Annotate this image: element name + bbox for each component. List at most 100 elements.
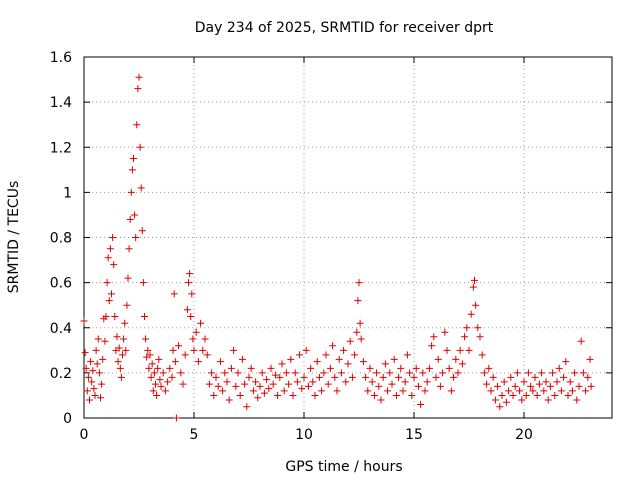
data-point xyxy=(126,215,134,223)
data-point xyxy=(137,184,145,192)
data-point xyxy=(291,369,299,377)
data-point xyxy=(573,396,581,404)
data-point xyxy=(452,355,460,363)
data-point xyxy=(331,373,339,381)
y-tick-label: 0 xyxy=(63,411,72,427)
data-point xyxy=(587,382,595,390)
data-point xyxy=(326,364,334,372)
x-tick-label: 5 xyxy=(190,427,199,443)
data-point xyxy=(388,380,396,388)
data-point xyxy=(114,358,122,366)
data-point xyxy=(354,297,362,305)
data-point xyxy=(150,369,158,377)
data-point xyxy=(441,328,449,336)
data-point xyxy=(450,373,458,381)
data-point xyxy=(467,310,475,318)
data-point xyxy=(421,387,429,395)
data-point xyxy=(518,396,526,404)
data-point xyxy=(145,364,153,372)
data-point xyxy=(311,391,319,399)
data-point xyxy=(313,358,321,366)
data-point xyxy=(412,364,420,372)
data-point xyxy=(154,364,162,372)
data-point xyxy=(149,387,157,395)
data-point xyxy=(108,290,115,298)
data-point xyxy=(399,387,407,395)
data-point xyxy=(491,396,499,404)
data-point xyxy=(157,382,165,390)
data-point xyxy=(103,279,111,287)
data-point xyxy=(148,360,156,368)
data-point xyxy=(553,378,561,386)
data-point xyxy=(83,387,91,395)
data-point xyxy=(344,360,352,368)
data-point xyxy=(192,328,200,336)
data-point xyxy=(289,391,297,399)
data-point xyxy=(348,373,356,381)
data-point xyxy=(269,380,277,388)
data-point xyxy=(377,396,385,404)
data-point xyxy=(513,369,521,377)
data-point xyxy=(478,351,486,359)
data-point xyxy=(203,351,211,359)
x-tick-label: 10 xyxy=(295,427,313,443)
data-point xyxy=(340,346,348,354)
data-point xyxy=(557,387,565,395)
data-point xyxy=(480,369,488,377)
data-point xyxy=(205,380,213,388)
data-point xyxy=(243,403,251,411)
data-point xyxy=(214,382,222,390)
data-point xyxy=(346,337,354,345)
data-point xyxy=(315,373,323,381)
data-point xyxy=(302,346,310,354)
data-point xyxy=(379,373,387,381)
data-point xyxy=(300,373,308,381)
data-point xyxy=(106,245,114,253)
data-point xyxy=(568,387,576,395)
data-point xyxy=(104,254,112,262)
data-point xyxy=(586,355,594,363)
data-point xyxy=(135,73,143,81)
data-point xyxy=(113,333,121,341)
data-point xyxy=(232,382,240,390)
data-point xyxy=(110,261,118,269)
data-point xyxy=(322,351,330,359)
data-point xyxy=(227,364,235,372)
data-point xyxy=(122,346,130,354)
y-tick-label: 0.8 xyxy=(50,231,72,247)
data-point xyxy=(168,373,176,381)
data-point xyxy=(293,378,301,386)
data-point xyxy=(120,335,128,343)
data-point xyxy=(98,380,106,388)
data-point xyxy=(549,369,557,377)
data-point xyxy=(172,414,180,422)
data-point xyxy=(318,387,326,395)
data-point xyxy=(159,369,167,377)
data-point xyxy=(355,279,363,287)
data-point xyxy=(89,367,97,375)
data-point xyxy=(199,346,207,354)
data-point xyxy=(245,373,253,381)
data-point xyxy=(153,391,161,399)
data-point xyxy=(223,378,231,386)
data-point xyxy=(500,378,508,386)
data-point xyxy=(81,349,89,357)
data-point xyxy=(351,351,359,359)
data-point xyxy=(139,279,147,287)
data-point xyxy=(474,324,482,332)
data-point xyxy=(403,351,411,359)
data-point xyxy=(487,387,495,395)
data-point xyxy=(560,373,568,381)
data-point xyxy=(564,391,572,399)
data-point xyxy=(555,364,563,372)
data-point xyxy=(362,373,370,381)
data-point xyxy=(90,385,98,393)
data-point xyxy=(276,373,284,381)
data-point xyxy=(356,319,364,327)
data-point xyxy=(115,344,123,352)
data-point xyxy=(127,188,135,196)
data-point xyxy=(507,373,515,381)
data-point xyxy=(368,378,376,386)
data-point xyxy=(92,346,100,354)
data-point xyxy=(152,380,159,388)
